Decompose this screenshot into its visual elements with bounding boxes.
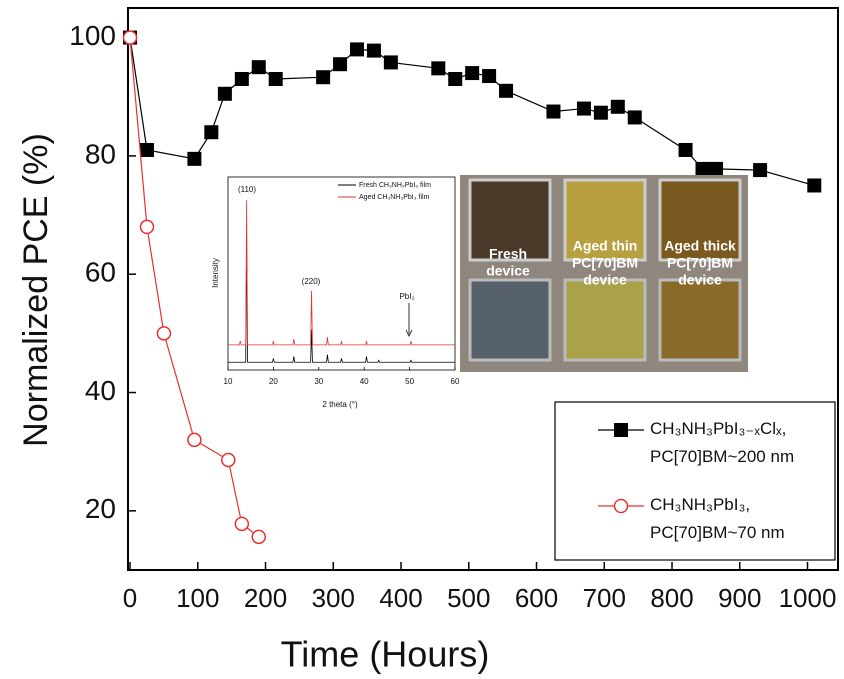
- data-point: [593, 105, 608, 120]
- inset-annotation: PbI₂: [399, 292, 414, 301]
- series-line: [129, 37, 815, 187]
- series-line: [228, 200, 455, 346]
- data-point: [316, 70, 331, 85]
- data-point: [139, 219, 155, 235]
- photo-label: PC[70]BM: [572, 255, 638, 271]
- data-point: [187, 151, 202, 166]
- data-point: [156, 326, 172, 341]
- data-point: [482, 69, 497, 84]
- inset-x-tick-label: 10: [224, 377, 233, 386]
- legend-marker: [614, 423, 628, 437]
- data-point: [448, 71, 463, 86]
- inset-x-title: 2 theta (°): [322, 400, 358, 409]
- data-point: [627, 110, 642, 125]
- x-tick-label: 900: [718, 583, 761, 613]
- photo-label: device: [678, 272, 722, 288]
- photo-label: Fresh: [489, 246, 527, 262]
- inset-y-title: Intensity: [211, 258, 220, 288]
- inset-background: [205, 170, 460, 415]
- inset-x-tick-label: 50: [405, 377, 414, 386]
- data-point: [234, 516, 250, 532]
- y-tick-label: 100: [69, 20, 116, 51]
- inset-arrow: [405, 303, 413, 337]
- inset-x-tick-label: 60: [451, 377, 460, 386]
- inset-frame: [227, 176, 456, 371]
- data-point: [217, 86, 232, 101]
- legend-label: CH₃NH₃PbI₃, PC[70]BM~70 nm: [650, 495, 785, 542]
- data-point: [234, 71, 249, 86]
- x-tick-label: 700: [583, 583, 626, 613]
- x-tick-label: 600: [515, 583, 558, 613]
- y-tick-label: 60: [85, 257, 116, 288]
- inset-legend-label: Fresh CH₃NH₃PbI₃ film: [359, 182, 431, 189]
- inset-x-tick-label: 30: [314, 377, 323, 386]
- data-point: [695, 161, 710, 176]
- x-tick-label: 0: [123, 583, 137, 613]
- data-point: [709, 161, 724, 176]
- data-point: [383, 55, 398, 70]
- legend-box: [554, 401, 836, 561]
- data-point: [465, 66, 480, 81]
- data-point: [807, 178, 822, 193]
- photo-label: Aged thin: [573, 238, 638, 254]
- data-point: [366, 43, 381, 58]
- data-point: [499, 83, 514, 98]
- data-point: [122, 30, 138, 45]
- photo-label: Aged thick: [664, 238, 736, 254]
- y-tick-label: 40: [85, 375, 116, 406]
- inset-legend-label: Aged CH₃NH₃PbI₃ film: [359, 194, 430, 201]
- photo-label: device: [486, 263, 530, 279]
- data-point: [753, 163, 768, 178]
- data-point: [251, 529, 267, 545]
- data-point: [610, 99, 625, 114]
- data-point: [251, 60, 266, 75]
- photo-label: PC[70]BM: [667, 255, 733, 271]
- x-tick-label: 500: [447, 583, 490, 613]
- inset-x-tick-label: 20: [269, 377, 278, 386]
- data-point: [431, 61, 446, 76]
- legend-label: CH₃NH₃PbI₃₋ₓClₓ, PC[70]BM~200 nm: [650, 419, 794, 466]
- series-line: [228, 234, 455, 363]
- inset-annotation: (220): [302, 277, 321, 286]
- data-point: [546, 104, 561, 119]
- data-point: [268, 71, 283, 86]
- x-tick-label: 200: [244, 583, 287, 613]
- y-tick-label: 20: [85, 493, 116, 524]
- y-axis-title: Normalized PCE (%): [17, 133, 55, 447]
- x-tick-label: 1000: [779, 583, 837, 613]
- data-point: [349, 42, 364, 57]
- data-point: [576, 101, 591, 116]
- inset-x-tick-label: 40: [360, 377, 369, 386]
- x-tick-label: 100: [176, 583, 219, 613]
- data-point: [221, 452, 236, 468]
- x-tick-label: 400: [379, 583, 422, 613]
- data-point: [204, 125, 219, 140]
- data-point: [187, 432, 202, 448]
- x-tick-label: 300: [312, 583, 355, 613]
- data-point: [333, 57, 348, 72]
- y-tick-label: 80: [85, 138, 116, 169]
- x-tick-label: 800: [650, 583, 693, 613]
- inset-annotation: (110): [238, 185, 256, 194]
- x-axis-title: Time (Hours): [281, 634, 490, 675]
- photo-label: device: [583, 272, 627, 288]
- data-point: [678, 142, 693, 157]
- data-point: [139, 142, 154, 157]
- plot-frame: [127, 7, 839, 571]
- legend-marker: [613, 498, 629, 514]
